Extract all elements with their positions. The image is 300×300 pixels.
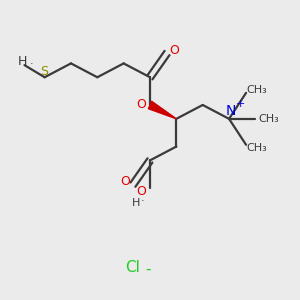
Text: H: H xyxy=(132,198,140,208)
Text: H: H xyxy=(18,55,28,68)
Text: +: + xyxy=(236,99,245,109)
Text: ·: · xyxy=(141,196,145,206)
Text: -: - xyxy=(146,262,151,277)
Polygon shape xyxy=(148,101,176,119)
Text: O: O xyxy=(136,185,146,198)
Text: N: N xyxy=(226,104,236,118)
Text: O: O xyxy=(136,98,146,112)
Text: CH₃: CH₃ xyxy=(247,142,267,153)
Text: CH₃: CH₃ xyxy=(258,114,279,124)
Text: CH₃: CH₃ xyxy=(247,85,267,95)
Text: S: S xyxy=(40,64,49,77)
Text: O: O xyxy=(120,176,130,188)
Text: Cl: Cl xyxy=(125,260,140,275)
Text: ·: · xyxy=(29,59,33,69)
Text: O: O xyxy=(169,44,179,57)
